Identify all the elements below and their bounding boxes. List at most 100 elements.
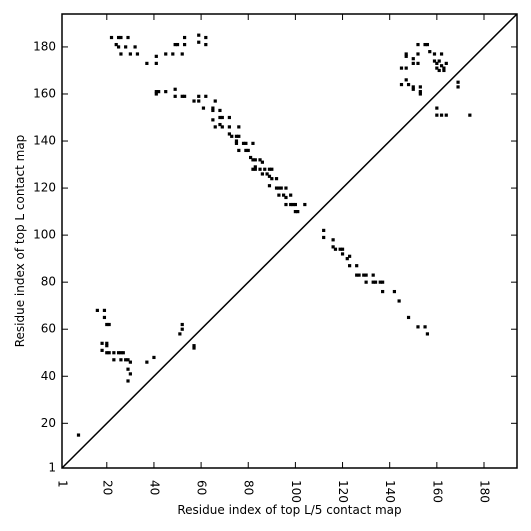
x-tick-label: 60 xyxy=(195,480,209,495)
y-tick-label: 20 xyxy=(41,416,56,430)
x-tick-label: 1 xyxy=(56,480,70,488)
x-tick-labels: 1 20 40 60 80 100 120 140 160 180 xyxy=(56,480,492,503)
contact-point xyxy=(322,235,326,240)
contact-point xyxy=(218,122,222,127)
contact-point xyxy=(218,115,222,120)
contact-point xyxy=(211,106,215,110)
contact-point xyxy=(133,45,137,49)
contact-point xyxy=(102,308,107,312)
contact-point xyxy=(102,315,107,320)
contact-point xyxy=(251,158,255,162)
contact-point xyxy=(418,92,422,96)
contact-point xyxy=(182,42,187,47)
contact-point xyxy=(340,252,345,256)
contact-point xyxy=(364,280,368,284)
contact-point xyxy=(432,59,437,63)
contact-point xyxy=(362,273,366,277)
contact-point xyxy=(126,35,130,40)
contact-point xyxy=(230,134,234,138)
y-tick-label: 60 xyxy=(41,322,56,336)
contact-point xyxy=(128,52,132,56)
contact-point xyxy=(105,322,109,327)
contact-point xyxy=(404,78,408,82)
plot-frame xyxy=(61,13,518,469)
contact-point xyxy=(435,113,439,117)
contact-point xyxy=(227,132,231,136)
contact-point xyxy=(289,193,293,197)
contact-point xyxy=(435,66,439,70)
contact-point xyxy=(237,148,241,153)
contact-point xyxy=(416,325,420,329)
contact-point xyxy=(416,61,420,65)
contact-point xyxy=(399,66,404,70)
contact-point xyxy=(154,92,158,96)
contact-point xyxy=(116,35,121,40)
contact-point xyxy=(126,358,130,362)
contact-point xyxy=(435,106,439,110)
contact-point xyxy=(234,139,239,143)
contact-point xyxy=(116,351,121,355)
x-tick-label: 160 xyxy=(430,480,444,503)
contact-point xyxy=(197,94,201,98)
contact-point xyxy=(192,344,196,348)
contact-point xyxy=(303,202,307,207)
contact-point xyxy=(338,247,342,251)
contact-point xyxy=(107,322,111,327)
contact-point xyxy=(116,45,121,49)
contact-point xyxy=(182,94,187,98)
contact-point xyxy=(171,52,175,56)
contact-point xyxy=(456,80,460,84)
contact-point xyxy=(197,33,201,37)
contact-point xyxy=(277,186,281,190)
contact-point xyxy=(124,45,128,49)
contact-point xyxy=(270,167,274,171)
contact-point xyxy=(456,85,460,89)
contact-point xyxy=(357,273,361,277)
contact-point xyxy=(345,257,349,261)
x-tick-label: 180 xyxy=(477,480,491,503)
contact-point xyxy=(331,245,335,249)
contact-point xyxy=(439,52,444,56)
contact-point xyxy=(251,167,255,171)
contact-point xyxy=(258,167,262,171)
contact-point xyxy=(291,202,295,207)
contact-point xyxy=(444,113,448,117)
contact-point xyxy=(192,99,196,103)
contact-point xyxy=(173,94,177,98)
contact-point xyxy=(442,66,446,70)
contact-point xyxy=(234,134,239,138)
contact-point xyxy=(253,167,257,171)
contact-point xyxy=(435,61,439,65)
contact-point xyxy=(227,125,231,129)
contact-point xyxy=(178,332,182,336)
contact-point xyxy=(164,52,168,56)
contact-point xyxy=(423,325,427,329)
contact-point xyxy=(355,264,359,268)
contact-point xyxy=(180,327,184,331)
contact-point xyxy=(180,94,184,98)
contact-point xyxy=(192,346,196,350)
contact-point xyxy=(258,158,262,162)
axis-ticks xyxy=(61,14,517,469)
contact-point xyxy=(260,160,264,164)
contact-point xyxy=(267,167,272,171)
contact-point xyxy=(241,141,246,145)
y-tick-label: 160 xyxy=(33,86,56,100)
contact-point xyxy=(439,64,444,68)
contact-point xyxy=(340,247,345,251)
contact-point xyxy=(204,42,208,47)
contact-point xyxy=(114,42,118,47)
contact-point xyxy=(282,193,286,197)
contact-point xyxy=(197,99,201,103)
x-tick-label: 100 xyxy=(289,480,303,503)
contact-point xyxy=(399,82,404,87)
contact-point xyxy=(371,280,375,284)
contact-point xyxy=(204,94,208,98)
contact-point xyxy=(425,42,430,47)
contact-point xyxy=(381,289,385,294)
y-tick-label: 1 xyxy=(48,461,56,475)
contact-point xyxy=(253,165,257,169)
contact-point xyxy=(418,90,422,94)
x-axis-label: Residue index of top L/5 contact map xyxy=(177,503,401,517)
